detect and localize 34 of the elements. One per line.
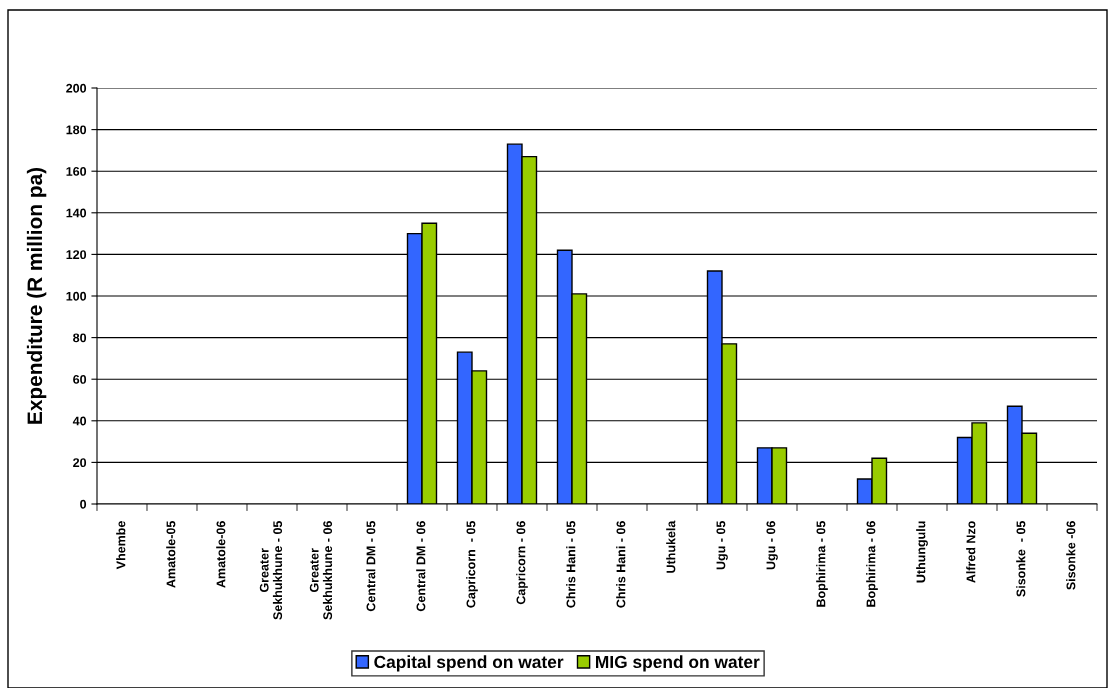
x-tick-label: Capricorn - 05 (466, 521, 478, 608)
x-tick-label: Uthungulu (916, 521, 928, 583)
x-tick-label: Uthukela (666, 520, 676, 573)
x-tick-label: Capricorn - 06 (516, 521, 528, 605)
y-tick-label: 200 (66, 83, 87, 93)
x-tick-label: Amatole-06 (216, 521, 226, 588)
x-tick-label: Bophirima - 05 (816, 521, 828, 607)
x-tick-label: Bophirima - 06 (866, 521, 878, 607)
y-tick-label: 0 (80, 499, 87, 509)
x-tick-label: Central DM - 05 (366, 521, 376, 612)
x-tick-label: Sisonke -06 (1066, 521, 1076, 590)
y-tick-label: 60 (73, 375, 87, 384)
y-axis-title: Expenditure (R million pa) (26, 167, 47, 424)
legend-label: Capital spend on water (374, 655, 564, 672)
x-tick-label: Central DM - 06 (416, 521, 426, 612)
x-tick-label: Sisonke - 05 (1016, 521, 1026, 597)
y-tick-label: 140 (66, 208, 87, 218)
x-tick-label: Greater Sekhukhune - 06 (309, 521, 333, 620)
y-tick-label: 20 (73, 458, 87, 468)
x-tick-label: Chris Hani - 05 (566, 521, 576, 608)
x-tick-label: Alfred Nzo (966, 521, 976, 583)
x-tick-label: Ugu - 06 (766, 521, 778, 570)
x-tick-label: Chris Hani - 06 (616, 521, 626, 608)
y-tick-label: 180 (66, 125, 87, 135)
y-tick-label: 160 (66, 167, 87, 176)
x-tick-label: Greater Sekhukhune - 05 (259, 521, 283, 620)
y-tick-label: 40 (72, 416, 87, 426)
y-tick-label: 80 (73, 333, 87, 343)
x-tick-label: Amatole-05 (166, 521, 176, 588)
y-tick-label: 100 (66, 291, 87, 301)
x-tick-label: Ugu - 05 (716, 521, 728, 570)
y-tick-label: 120 (66, 250, 87, 260)
x-tick-label: Vhembe (116, 521, 126, 570)
legend-label: MIG spend on water (596, 655, 760, 672)
